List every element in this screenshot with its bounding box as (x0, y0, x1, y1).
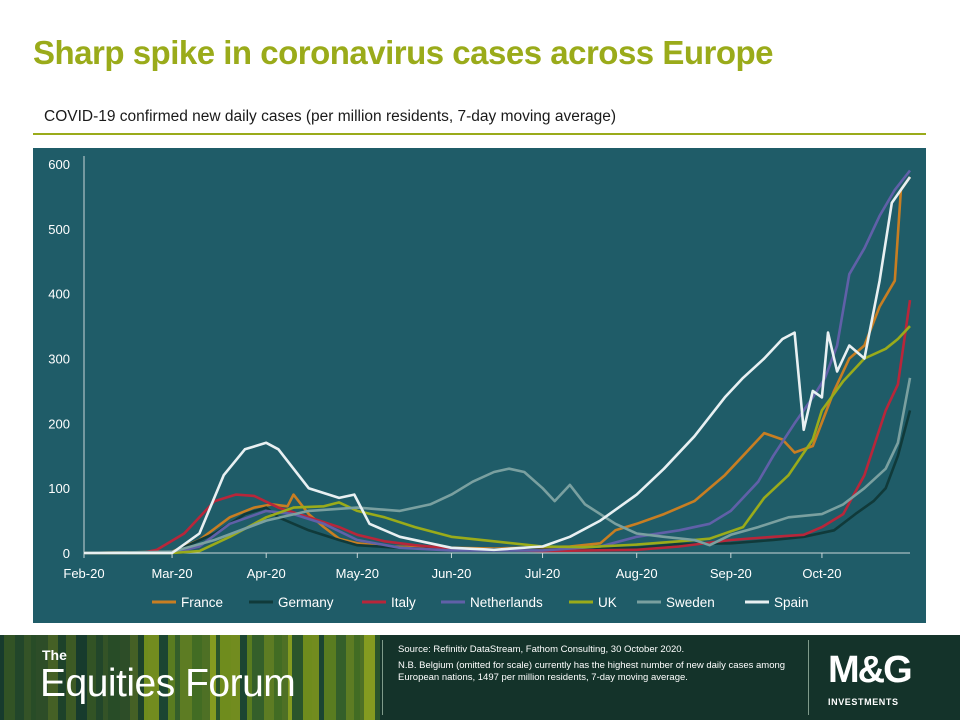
footer-stripe (96, 635, 103, 720)
footer-stripe (288, 635, 292, 720)
footer-stripe (36, 635, 48, 720)
footer-stripe (4, 635, 15, 720)
series-line-france (83, 176, 912, 555)
series-line-italy (84, 299, 912, 555)
series-line-uk (84, 325, 911, 555)
company-logo-sub: INVESTMENTS (828, 697, 899, 707)
footer-stripe (138, 635, 144, 720)
footer-stripe (354, 635, 360, 720)
note-line: N.B. Belgium (omitted for scale) current… (398, 659, 786, 684)
y-tick-label: 100 (48, 481, 70, 496)
footer-stripe (15, 635, 24, 720)
y-tick-label: 0 (63, 546, 70, 561)
footer-stripe (168, 635, 175, 720)
footer-stripe (103, 635, 108, 720)
brand-name: Equities Forum (40, 662, 296, 705)
company-logo: M&G (828, 649, 913, 691)
legend-label-france: France (181, 595, 223, 610)
footer-stripe (364, 635, 375, 720)
footer-stripe (120, 635, 130, 720)
legend-label-spain: Spain (774, 595, 809, 610)
footer-stripe (48, 635, 58, 720)
y-tick-label: 300 (48, 352, 70, 367)
series-line-germany (83, 410, 912, 555)
footer-stripe (216, 635, 220, 720)
footer-stripe (0, 635, 4, 720)
footer-stripe (180, 635, 192, 720)
y-tick-label: 600 (48, 157, 70, 172)
footer-stripe (231, 635, 240, 720)
x-tick-label: Jun-20 (432, 566, 472, 581)
footer-stripe (292, 635, 303, 720)
footer-stripe (76, 635, 87, 720)
footer-stripe (264, 635, 274, 720)
footer-stripe (336, 635, 346, 720)
footer-stripe (108, 635, 120, 720)
footer-stripe (66, 635, 72, 720)
y-tick-label: 200 (48, 416, 70, 431)
footer-stripe (210, 635, 216, 720)
footer-divider-right (808, 640, 809, 715)
y-tick-label: 400 (48, 287, 70, 302)
chart-series (83, 169, 912, 555)
legend-label-sweden: Sweden (666, 595, 715, 610)
footer-stripe (58, 635, 66, 720)
x-tick-label: Mar-20 (151, 566, 192, 581)
x-tick-label: Sep-20 (710, 566, 752, 581)
footer-bar (0, 635, 960, 720)
footer-stripe (324, 635, 336, 720)
x-tick-label: Aug-20 (616, 566, 658, 581)
line-chart: 0 100 200 300 400 500 600 Feb-20 Mar-20 Apr-20 May… (48, 156, 912, 610)
footer-stripe (202, 635, 210, 720)
brand-prefix: The (42, 647, 67, 663)
footer-stripe (312, 635, 319, 720)
footer-stripe (175, 635, 180, 720)
chart-axes: 0 100 200 300 400 500 600 Feb-20 Mar-20 Apr-20 May… (48, 156, 910, 581)
footer-stripe (247, 635, 252, 720)
legend-label-netherlands: Netherlands (470, 595, 543, 610)
chart-background (33, 148, 926, 623)
footer-divider (382, 640, 383, 715)
footer-stripe (159, 635, 168, 720)
chart-subtitle: COVID-19 confirmed new daily cases (per … (44, 108, 617, 125)
page-title: Sharp spike in coronavirus cases across … (33, 34, 774, 71)
footer-stripe (346, 635, 354, 720)
series-line-sweden (83, 377, 912, 555)
footer-stripe (87, 635, 96, 720)
footer-stripe (303, 635, 312, 720)
footer-stripe (148, 635, 159, 720)
source-line: Source: Refinitiv DataStream, Fathom Con… (398, 644, 685, 655)
footer-stripe (252, 635, 264, 720)
legend-label-germany: Germany (278, 595, 334, 610)
source-notes: Source: Refinitiv DataStream, Fathom Con… (398, 644, 803, 688)
footer-stripe (375, 635, 380, 720)
footer-stripe (319, 635, 324, 720)
legend-label-italy: Italy (391, 595, 416, 610)
x-tick-label: Feb-20 (63, 566, 104, 581)
footer-stripe (130, 635, 138, 720)
chart-legend: France Germany Italy Netherlands UK Sweden Spa… (152, 595, 809, 610)
x-tick-label: May-20 (336, 566, 379, 581)
footer-stripe (31, 635, 36, 720)
y-tick-label: 500 (48, 222, 70, 237)
series-line-netherlands (84, 169, 912, 555)
x-tick-label: Jul-20 (525, 566, 560, 581)
footer-stripe (220, 635, 231, 720)
legend-label-uk: UK (598, 595, 617, 610)
x-tick-label: Apr-20 (247, 566, 286, 581)
footer-stripe (274, 635, 282, 720)
series-line-spain (84, 176, 912, 555)
footer-stripe (240, 635, 247, 720)
footer-stripe (360, 635, 364, 720)
footer-stripes (0, 635, 380, 720)
footer-stripe (144, 635, 148, 720)
title-divider (33, 133, 926, 135)
x-tick-label: Oct-20 (802, 566, 841, 581)
footer-stripe (282, 635, 288, 720)
footer-stripe (192, 635, 202, 720)
footer-stripe (72, 635, 76, 720)
footer-stripe (24, 635, 31, 720)
